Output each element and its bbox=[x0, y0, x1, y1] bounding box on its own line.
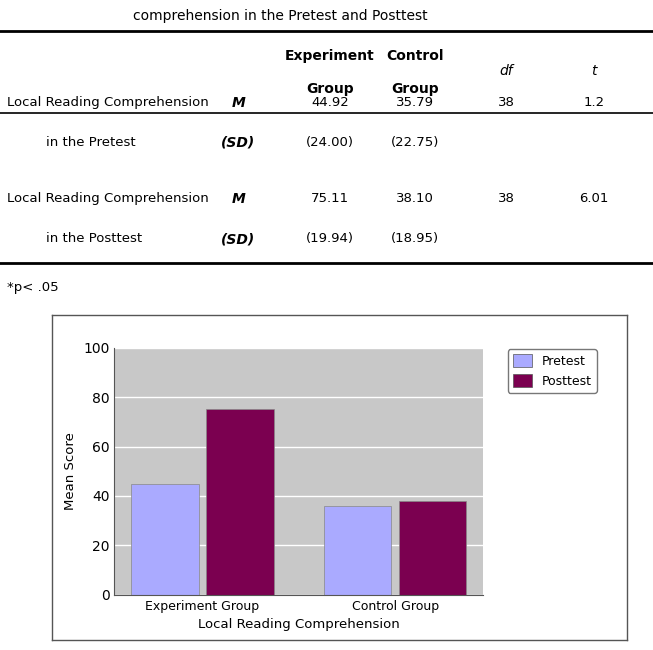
Text: M: M bbox=[231, 192, 246, 207]
Text: *p< .05: *p< .05 bbox=[7, 281, 58, 294]
Text: Local Reading Comprehension: Local Reading Comprehension bbox=[7, 96, 208, 109]
Text: in the Posttest: in the Posttest bbox=[46, 232, 142, 245]
Text: Group: Group bbox=[306, 83, 353, 96]
Text: 38: 38 bbox=[498, 192, 515, 205]
Bar bbox=[206, 410, 274, 595]
X-axis label: Local Reading Comprehension: Local Reading Comprehension bbox=[198, 618, 400, 631]
Text: 35.79: 35.79 bbox=[396, 96, 434, 109]
Text: 38: 38 bbox=[498, 96, 515, 109]
Bar bbox=[324, 506, 391, 595]
Text: 75.11: 75.11 bbox=[311, 192, 349, 205]
Text: (19.94): (19.94) bbox=[306, 232, 354, 245]
Text: Experiment: Experiment bbox=[285, 49, 375, 63]
Text: 6.01: 6.01 bbox=[580, 192, 609, 205]
Text: 38.10: 38.10 bbox=[396, 192, 434, 205]
Text: (24.00): (24.00) bbox=[306, 136, 354, 149]
Legend: Pretest, Posttest: Pretest, Posttest bbox=[508, 349, 597, 393]
Text: df: df bbox=[500, 64, 513, 78]
Bar bbox=[131, 484, 199, 595]
Y-axis label: Mean Score: Mean Score bbox=[65, 432, 78, 510]
Text: 1.2: 1.2 bbox=[584, 96, 605, 109]
Text: (SD): (SD) bbox=[221, 232, 255, 246]
Text: M: M bbox=[231, 96, 246, 110]
Text: 44.92: 44.92 bbox=[311, 96, 349, 109]
Text: comprehension in the Pretest and Posttest: comprehension in the Pretest and Posttes… bbox=[133, 9, 428, 23]
Text: Control: Control bbox=[386, 49, 443, 63]
Bar bbox=[399, 500, 466, 595]
Text: Local Reading Comprehension: Local Reading Comprehension bbox=[7, 192, 208, 205]
Text: Group: Group bbox=[391, 83, 438, 96]
Text: in the Pretest: in the Pretest bbox=[46, 136, 135, 149]
Text: (18.95): (18.95) bbox=[390, 232, 439, 245]
Text: (SD): (SD) bbox=[221, 136, 255, 150]
Text: t: t bbox=[592, 64, 597, 78]
Text: (22.75): (22.75) bbox=[390, 136, 439, 149]
